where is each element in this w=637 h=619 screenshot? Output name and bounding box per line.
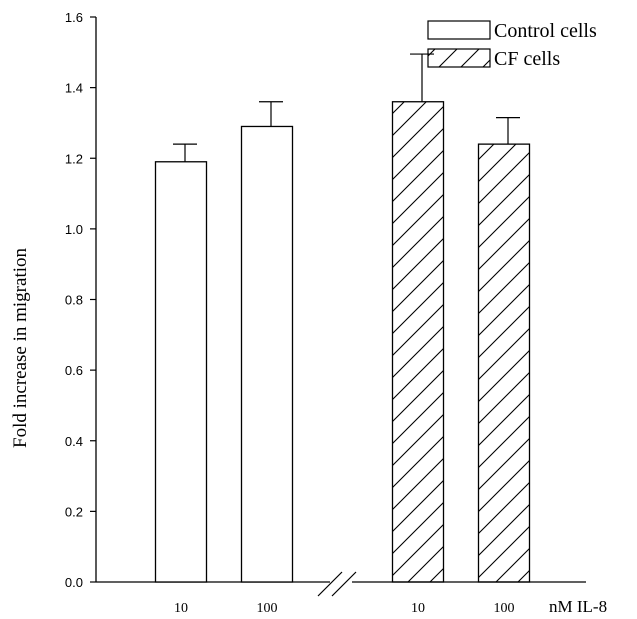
bar-cf-100 xyxy=(477,143,531,583)
y-tick-label: 1.0 xyxy=(65,222,83,237)
legend: Control cells CF cells xyxy=(427,20,597,70)
x-tick-label: 100 xyxy=(494,601,515,616)
y-ticks: 0.0 0.2 0.4 0.6 0.8 1.0 1.2 1.4 1.6 xyxy=(65,10,96,590)
bars xyxy=(154,101,531,583)
y-tick-label: 1.6 xyxy=(65,10,83,25)
legend-swatch-cf xyxy=(427,48,491,68)
x-unit-label: nM IL-8 xyxy=(549,597,607,616)
y-tick-label: 1.2 xyxy=(65,151,83,166)
legend-swatch-control xyxy=(427,20,491,40)
y-tick-label: 0.2 xyxy=(65,504,83,519)
y-tick-label: 0.4 xyxy=(65,434,83,449)
legend-label-control: Control cells xyxy=(494,20,597,42)
legend-label-cf: CF cells xyxy=(494,48,560,70)
y-tick-label: 0.6 xyxy=(65,363,83,378)
bar-control-100 xyxy=(240,125,294,583)
axis-break-mark xyxy=(317,571,357,597)
y-tick-label: 0.0 xyxy=(65,575,83,590)
x-tick-label: 100 xyxy=(257,601,278,616)
x-tick-label: 10 xyxy=(174,601,188,616)
x-tick-labels: 10 100 10 100 xyxy=(174,601,515,616)
bar-control-10 xyxy=(154,161,208,583)
bar-cf-10 xyxy=(391,101,445,583)
error-bars xyxy=(173,53,520,162)
y-axis: 0.0 0.2 0.4 0.6 0.8 1.0 1.2 1.4 1.6 xyxy=(65,10,97,590)
x-tick-label: 10 xyxy=(411,601,425,616)
y-tick-label: 0.8 xyxy=(65,293,83,308)
y-tick-label: 1.4 xyxy=(65,81,83,96)
y-axis-title: Fold increase in migration xyxy=(10,248,31,448)
